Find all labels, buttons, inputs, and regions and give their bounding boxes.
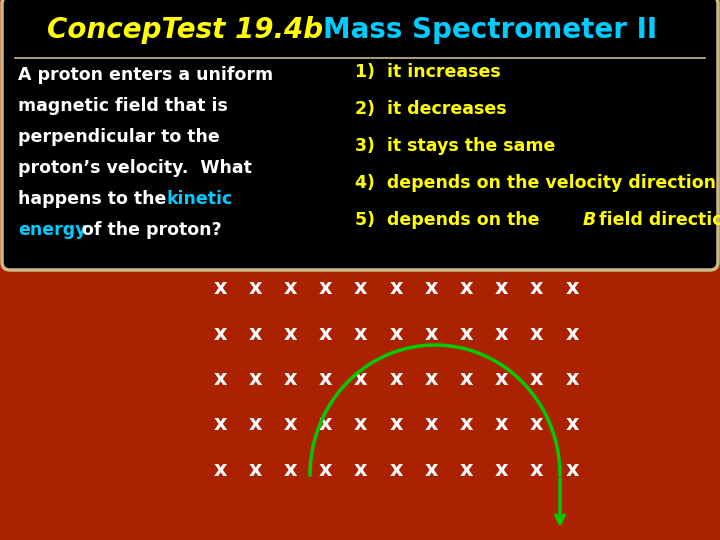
Text: Mass Spectrometer II: Mass Spectrometer II (323, 16, 657, 44)
Text: x: x (565, 460, 579, 480)
Text: kinetic: kinetic (166, 190, 233, 208)
Text: x: x (390, 415, 402, 435)
Text: x: x (354, 369, 367, 389)
Text: x: x (390, 278, 402, 298)
Text: x: x (459, 278, 473, 298)
Text: x: x (354, 323, 367, 343)
Text: x: x (530, 415, 544, 435)
Text: x: x (459, 323, 473, 343)
Text: x: x (213, 323, 227, 343)
Text: x: x (565, 323, 579, 343)
Text: x: x (390, 460, 402, 480)
Text: x: x (495, 369, 508, 389)
Text: x: x (530, 369, 544, 389)
Text: x: x (495, 415, 508, 435)
Text: B: B (583, 211, 596, 229)
Text: x: x (354, 460, 367, 480)
Text: x: x (213, 460, 227, 480)
Text: x: x (213, 278, 227, 298)
Text: 3)  it stays the same: 3) it stays the same (355, 137, 555, 155)
Text: 4)  depends on the velocity direction: 4) depends on the velocity direction (355, 174, 716, 192)
Text: x: x (284, 323, 297, 343)
Text: x: x (530, 323, 544, 343)
Text: x: x (354, 415, 367, 435)
Text: 1)  it increases: 1) it increases (355, 63, 500, 81)
Text: x: x (319, 323, 333, 343)
Text: x: x (565, 369, 579, 389)
Text: x: x (248, 460, 262, 480)
Text: x: x (284, 415, 297, 435)
Text: x: x (319, 278, 333, 298)
Text: x: x (565, 415, 579, 435)
Text: A proton enters a uniform: A proton enters a uniform (18, 66, 273, 84)
Text: of the proton?: of the proton? (76, 221, 222, 239)
Text: field direction: field direction (593, 211, 720, 229)
Text: x: x (213, 369, 227, 389)
Text: x: x (248, 323, 262, 343)
Text: x: x (319, 460, 333, 480)
Text: x: x (459, 369, 473, 389)
Text: x: x (319, 369, 333, 389)
Text: x: x (425, 323, 438, 343)
Text: x: x (284, 460, 297, 480)
Text: x: x (495, 278, 508, 298)
Text: 2)  it decreases: 2) it decreases (355, 100, 507, 118)
Text: x: x (213, 415, 227, 435)
Text: x: x (248, 369, 262, 389)
Text: x: x (495, 460, 508, 480)
Text: x: x (459, 415, 473, 435)
Text: x: x (248, 415, 262, 435)
Text: x: x (425, 415, 438, 435)
Text: x: x (284, 369, 297, 389)
Text: x: x (530, 460, 544, 480)
Text: x: x (565, 278, 579, 298)
Text: magnetic field that is: magnetic field that is (18, 97, 228, 115)
Text: x: x (425, 278, 438, 298)
Text: x: x (425, 369, 438, 389)
Text: perpendicular to the: perpendicular to the (18, 128, 220, 146)
Text: x: x (390, 369, 402, 389)
Text: happens to the: happens to the (18, 190, 172, 208)
Text: x: x (530, 278, 544, 298)
Text: x: x (354, 278, 367, 298)
Text: 5)  depends on the: 5) depends on the (355, 211, 546, 229)
Text: x: x (248, 278, 262, 298)
Text: energy: energy (18, 221, 86, 239)
Text: proton’s velocity.  What: proton’s velocity. What (18, 159, 252, 177)
Text: ConcepTest 19.4b: ConcepTest 19.4b (47, 16, 323, 44)
Text: x: x (390, 323, 402, 343)
Text: x: x (319, 415, 333, 435)
Text: x: x (495, 323, 508, 343)
Text: x: x (425, 460, 438, 480)
FancyBboxPatch shape (2, 0, 718, 270)
Text: x: x (459, 460, 473, 480)
Text: x: x (284, 278, 297, 298)
